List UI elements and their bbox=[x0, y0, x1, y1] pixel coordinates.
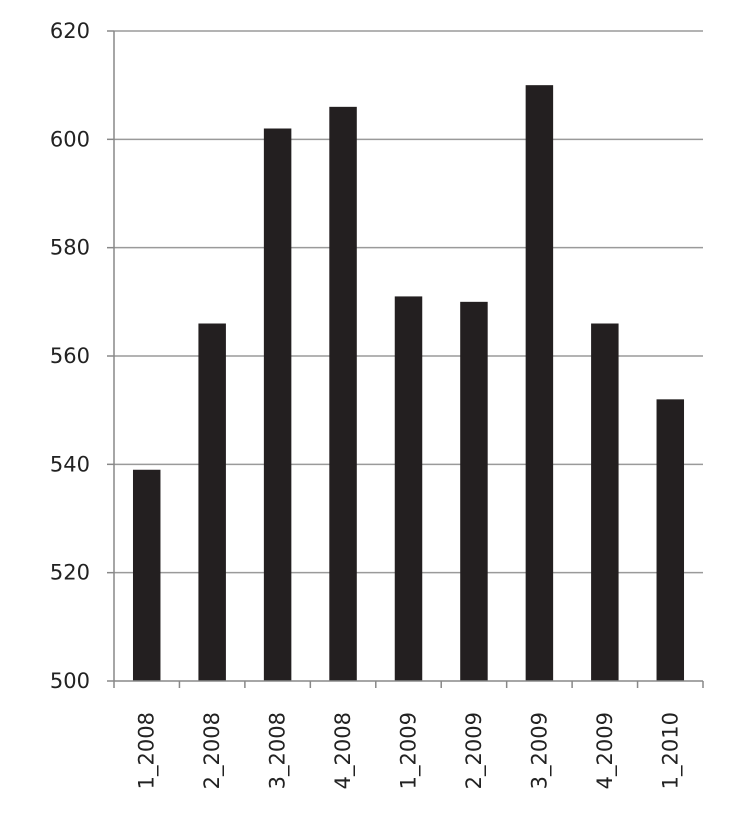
x-axis-ticks: 1_2008 2_2008 3_2008 4_2008 1_2009 2_2009 3_20… bbox=[113, 681, 704, 789]
x-tick-label: 4_2009 bbox=[593, 712, 618, 789]
x-tick-label: 4_2008 bbox=[331, 712, 356, 789]
x-tick-label: 1_2009 bbox=[397, 712, 422, 789]
y-tick-label: 540 bbox=[50, 452, 90, 476]
y-tick-label: 500 bbox=[50, 669, 90, 693]
bar-3_2009 bbox=[525, 85, 554, 681]
y-tick-label: 600 bbox=[50, 127, 90, 151]
y-axis-ticks: 500 520 540 560 580 600 620 bbox=[50, 19, 114, 693]
bar-2_2009 bbox=[460, 301, 488, 681]
bar-4_2009 bbox=[591, 323, 619, 681]
y-tick-label: 560 bbox=[50, 344, 90, 368]
bar-1_2008 bbox=[132, 469, 161, 681]
x-tick-label: 3_2009 bbox=[527, 712, 552, 789]
x-tick-label: 1_2008 bbox=[135, 712, 160, 789]
bar-4_2008 bbox=[329, 106, 357, 682]
y-tick-label: 620 bbox=[50, 19, 90, 43]
bar-3_2008 bbox=[263, 128, 292, 681]
x-tick-label: 3_2008 bbox=[266, 712, 291, 789]
bar-2_2008 bbox=[198, 323, 226, 681]
y-tick-label: 580 bbox=[50, 236, 90, 260]
x-tick-label: 1_2010 bbox=[658, 712, 683, 789]
bars bbox=[132, 85, 685, 682]
bar-1_2010 bbox=[656, 399, 685, 681]
y-tick-label: 520 bbox=[50, 561, 90, 585]
x-tick-label: 2_2009 bbox=[462, 712, 487, 789]
x-tick-label: 2_2008 bbox=[200, 712, 225, 789]
bar-1_2009 bbox=[394, 296, 423, 681]
